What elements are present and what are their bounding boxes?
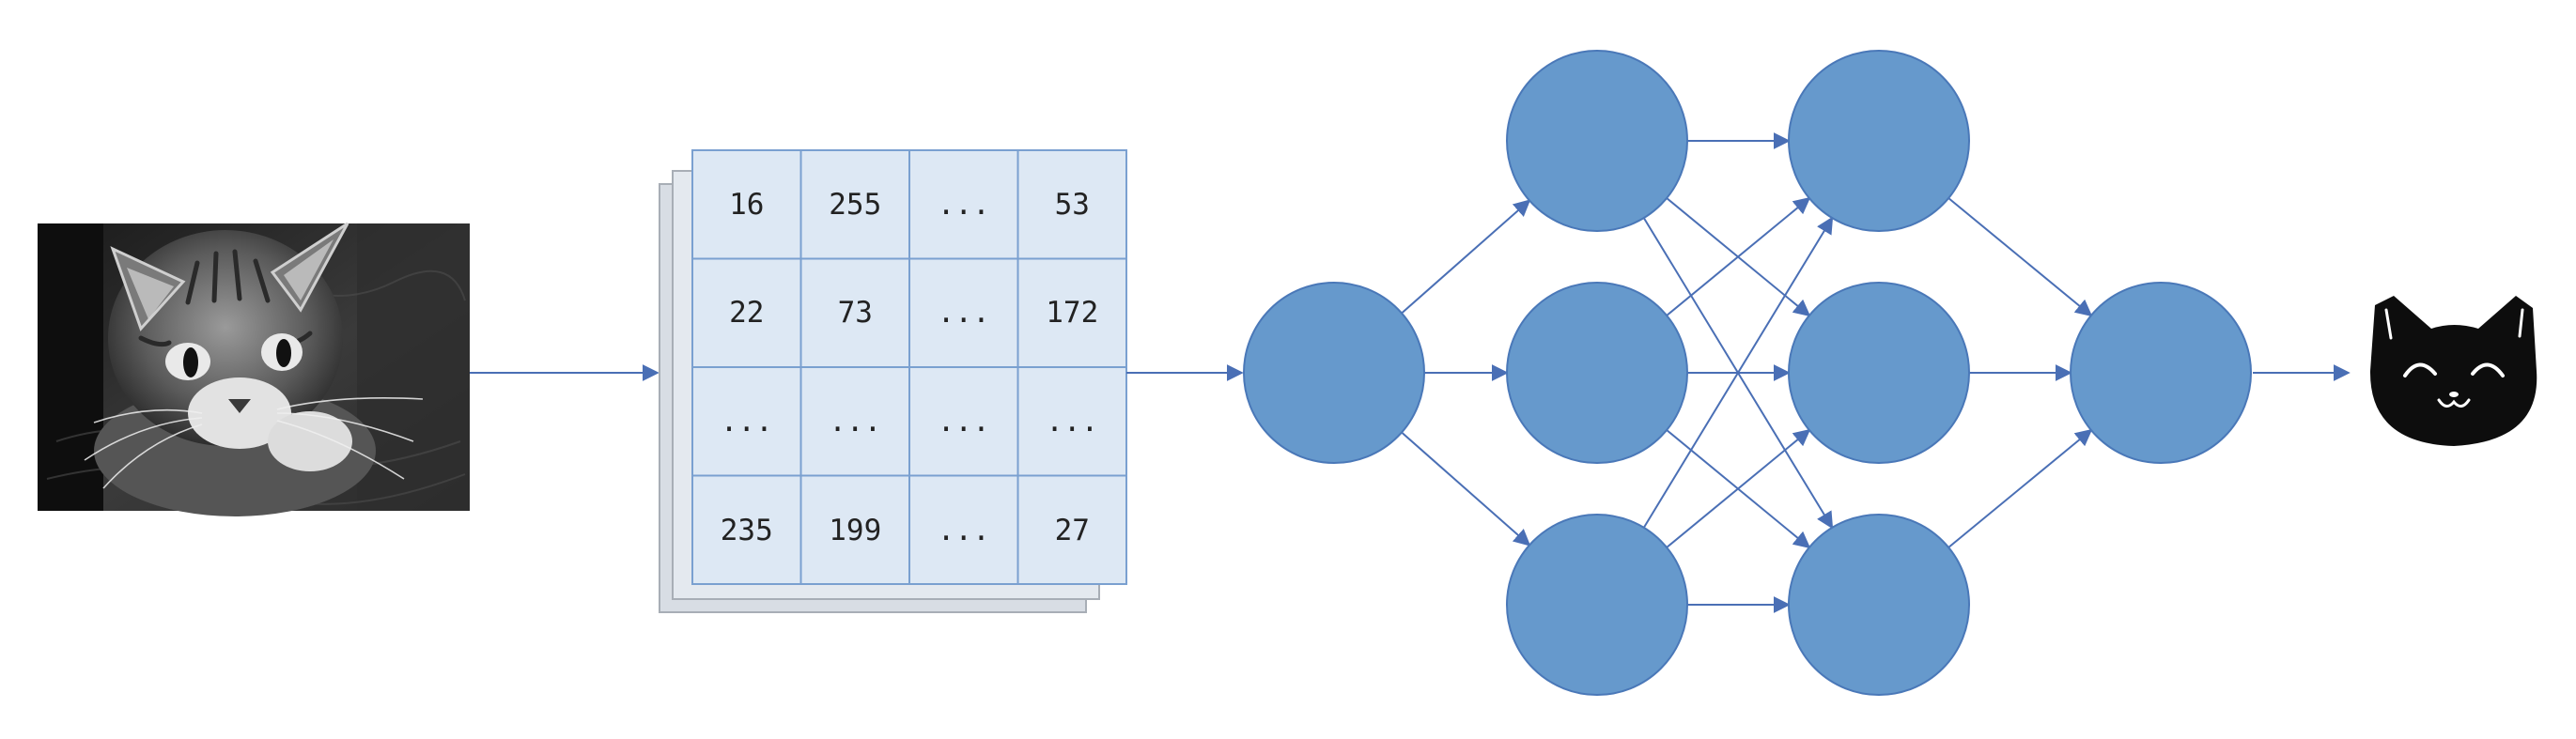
matrix-cell: 53 — [1055, 188, 1090, 222]
neuron-layer0-node0 — [1243, 282, 1425, 464]
connection-2-2-0 — [1948, 428, 2093, 548]
matrix-cell: ... — [1046, 405, 1098, 439]
neuron-layer1-node0 — [1506, 50, 1688, 232]
matrix-cell: ... — [938, 405, 990, 439]
matrix-cell: 235 — [721, 514, 773, 547]
matrix-cell: 16 — [729, 188, 764, 222]
matrix-cell: 22 — [729, 296, 764, 330]
neuron-layer1-node2 — [1506, 514, 1688, 696]
pixel-matrix: 16 255 ... 53 22 73 ... 172 ... ... ... … — [691, 149, 1127, 585]
neuron-layer1-node1 — [1506, 282, 1688, 464]
neural-network — [1243, 50, 2252, 696]
network-connections — [1401, 132, 2093, 613]
connection-1-2-0 — [1642, 216, 1834, 529]
matrix-cell: 27 — [1055, 514, 1090, 547]
matrix-cell: ... — [938, 188, 990, 222]
matrix-cell: ... — [938, 514, 990, 547]
connection-1-2-1 — [1666, 428, 1811, 548]
neuron-layer2-node2 — [1788, 514, 1970, 696]
matrix-cell: 199 — [829, 514, 881, 547]
neuron-layer2-node1 — [1788, 282, 1970, 464]
pixel-matrix-stack: 16 255 ... 53 22 73 ... 172 ... ... ... … — [659, 149, 1127, 613]
connection-0-0-2 — [1401, 431, 1531, 547]
matrix-cell: 172 — [1046, 296, 1098, 330]
smiling-cat-face-icon — [2369, 296, 2537, 446]
neuron-layer2-node0 — [1788, 50, 1970, 232]
neuron-layer3-node0 — [2070, 282, 2252, 464]
input-cat-photo — [38, 222, 470, 516]
matrix-cell: ... — [829, 405, 881, 439]
connection-2-0-0 — [1948, 197, 2093, 317]
connection-1-1-0 — [1666, 196, 1811, 316]
connection-0-0-0 — [1401, 199, 1531, 315]
matrix-cell: ... — [721, 405, 773, 439]
matrix-cell: 73 — [838, 296, 873, 330]
matrix-cell: 255 — [829, 188, 881, 222]
matrix-cell: ... — [938, 296, 990, 330]
